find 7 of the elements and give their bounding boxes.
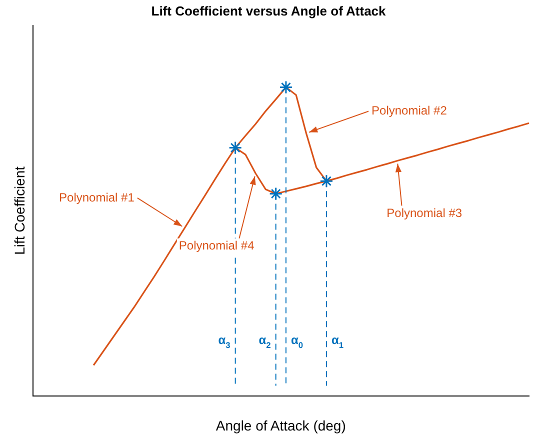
annotation: Polynomial #3 [386, 206, 462, 220]
chart-title: Lift Coefficient versus Angle of Attack [151, 3, 387, 18]
annotation: Polynomial #2 [372, 104, 448, 118]
annotation: Polynomial #1 [59, 190, 135, 204]
x-axis-title: Angle of Attack (deg) [216, 417, 346, 434]
y-axis-title: Lift Coefficient [11, 166, 28, 255]
annotation: Polynomial #4 [178, 238, 255, 253]
